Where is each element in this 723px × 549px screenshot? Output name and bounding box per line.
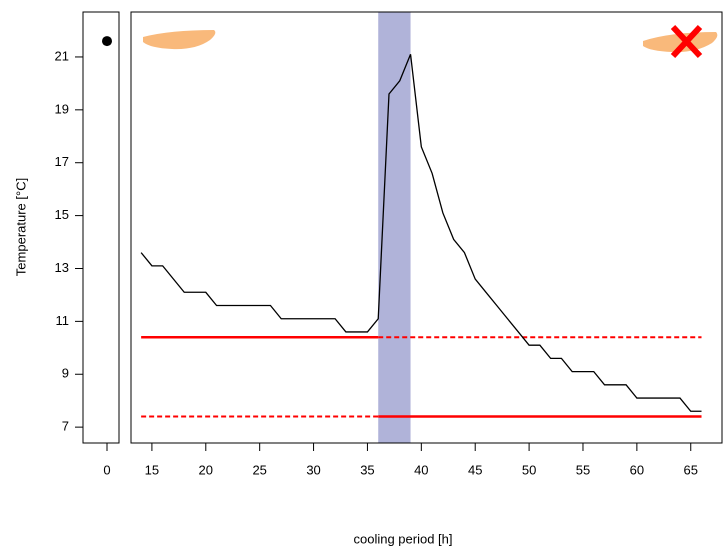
y-tick-label: 17 (55, 154, 69, 169)
y-tick-label: 21 (55, 48, 69, 63)
y-tick-label: 9 (62, 366, 69, 381)
larva-icon-crossed (643, 24, 718, 59)
y-tick-label: 7 (62, 419, 69, 434)
point (102, 36, 112, 47)
x-tick-label: 25 (252, 462, 266, 477)
y-tick-label: 19 (55, 101, 69, 116)
x-tick-label: 0 (103, 462, 110, 477)
x-tick-label: 60 (630, 462, 644, 477)
x-tick-label: 20 (199, 462, 213, 477)
y-tick-label: 13 (55, 260, 69, 275)
larva-icon (143, 30, 216, 50)
y-axis-label: Temperature [°C] (13, 178, 28, 276)
x-tick-label: 45 (468, 462, 482, 477)
y-tick-label: 15 (55, 207, 69, 222)
x-tick-label: 55 (576, 462, 590, 477)
x-axis-label: cooling period [h] (353, 531, 452, 546)
x-tick-label: 50 (522, 462, 536, 477)
x-tick-label: 35 (360, 462, 374, 477)
line (140, 54, 702, 412)
x-tick-label: 15 (145, 462, 159, 477)
plot-frame (130, 11, 723, 444)
x-tick-label: 65 (684, 462, 698, 477)
highlight-band (378, 12, 411, 443)
plot-frame (82, 11, 120, 444)
x-tick-label: 40 (414, 462, 428, 477)
x-tick-label: 30 (306, 462, 320, 477)
y-tick-label: 11 (56, 313, 70, 328)
